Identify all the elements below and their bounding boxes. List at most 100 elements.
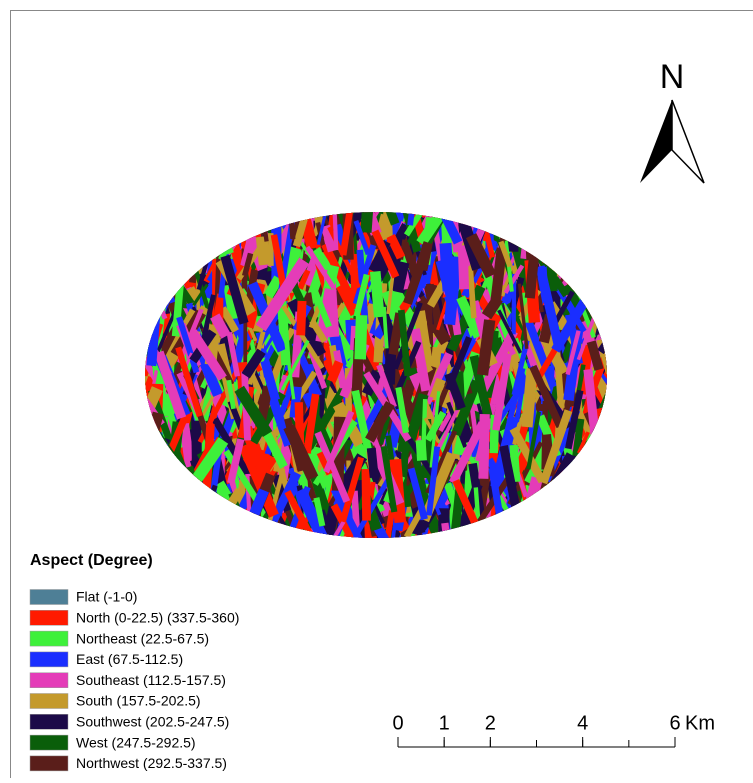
aspect-patch [581,460,597,482]
aspect-patch [610,481,621,511]
aspect-patch [188,495,211,536]
aspect-patch [188,190,223,242]
aspect-patch [531,505,546,557]
aspect-patch [132,238,168,302]
aspect-patch [575,458,594,489]
aspect-patch [165,498,186,577]
aspect-patch [569,245,586,295]
aspect-patch [261,520,280,543]
aspect-patch [140,266,151,290]
aspect-patch [576,177,582,257]
aspect-patch [416,440,427,461]
aspect-patch [136,484,157,516]
aspect-patch [587,502,598,579]
aspect-patch [489,519,495,543]
legend-label: Southeast (112.5-157.5) [76,672,226,688]
legend-label: Southwest (202.5-247.5) [76,714,229,730]
legend-swatch [30,673,68,688]
aspect-patch [513,175,534,236]
aspect-patch [245,520,260,540]
aspect-patch [186,203,220,260]
aspect-patch [135,192,149,230]
aspect-patch [128,421,155,454]
aspect-patch [579,445,590,486]
aspect-patch [154,227,166,249]
aspect-patch [593,226,621,273]
aspect-patch [173,480,197,521]
aspect-patch [201,525,221,554]
aspect-patch [605,359,621,389]
aspect-patch [134,219,160,260]
aspect-patch [190,191,212,241]
aspect-patch [151,521,176,558]
aspect-patch [132,509,157,540]
aspect-patch [608,463,622,504]
aspect-patch [166,241,183,277]
aspect-patch [538,491,558,558]
aspect-patch [165,470,180,520]
aspect-patch [136,242,152,279]
aspect-patch [568,495,596,558]
aspect-patch [166,493,186,516]
aspect-patch [139,204,164,251]
aspect-patch [168,512,202,562]
aspect-patch [589,453,599,532]
aspect-patch [187,506,209,545]
legend-label: Flat (-1-0) [76,589,137,605]
aspect-patch [552,180,575,243]
aspect-patch [192,496,201,522]
aspect-patch [598,448,620,474]
aspect-patch [566,491,582,554]
aspect-patch [553,485,579,520]
aspect-patch [561,179,572,254]
aspect-patch [134,307,153,341]
aspect-patch [556,197,563,247]
legend-swatch [30,631,68,646]
aspect-patch [146,192,165,220]
aspect-patch [569,194,601,250]
aspect-patch [568,203,583,269]
aspect-patch [132,246,157,290]
aspect-patch [142,238,150,277]
aspect-patch [567,180,591,237]
scale-tick-label: 6 [669,712,680,734]
aspect-patch [539,496,555,565]
aspect-patch [187,480,205,518]
aspect-patch [532,526,536,553]
aspect-patch [220,223,230,246]
aspect-patch [508,187,540,238]
aspect-patch [183,496,213,543]
aspect-patch [149,465,179,523]
legend-label: West (247.5-292.5) [76,734,196,750]
aspect-patch [166,249,189,278]
aspect-patch [156,438,171,466]
aspect-patch [521,504,540,529]
aspect-patch [139,291,158,317]
aspect-patch [155,443,167,472]
aspect-patch [146,456,169,486]
aspect-patch [582,205,608,281]
aspect-patch [465,192,488,222]
aspect-patch [275,193,300,221]
aspect-patch [222,185,235,246]
aspect-patch [152,240,166,263]
aspect-patch [558,491,571,532]
aspect-patch [585,499,617,564]
aspect-patch [221,496,237,548]
aspect-patch [134,279,155,321]
aspect-patch [184,195,200,237]
aspect-patch [589,243,610,292]
aspect-patch [580,204,591,226]
aspect-patch [221,511,243,555]
aspect-patch [568,189,589,244]
aspect-patch [438,508,450,567]
aspect-patch [590,243,611,276]
aspect-patch [563,182,607,248]
aspect-patch [581,241,591,270]
aspect-patch [135,216,157,286]
aspect-patch [136,474,147,497]
aspect-patch [140,181,165,255]
aspect-patch [596,209,610,243]
aspect-patch [173,482,187,506]
